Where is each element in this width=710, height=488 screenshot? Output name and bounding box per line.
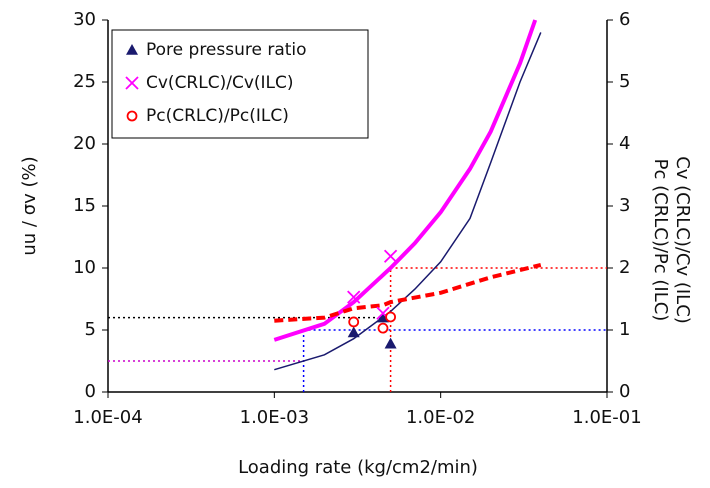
fit-line — [274, 32, 542, 371]
y2-tick-label: 3 — [619, 195, 630, 216]
legend-marker — [125, 76, 139, 90]
legend-label: Pc(CRLC)/Pc(ILC) — [146, 106, 289, 126]
marker — [347, 326, 360, 338]
y2-tick-label: 4 — [619, 133, 630, 154]
legend-label: Pore pressure ratio — [146, 40, 307, 60]
y-axis-label: uu / σv (%) — [19, 156, 40, 255]
y-tick-label: 5 — [85, 319, 96, 340]
legend-box — [111, 29, 369, 139]
marker — [347, 290, 361, 304]
x-tick-label: 1.0E-04 — [73, 407, 142, 428]
marker — [384, 337, 397, 349]
y2-axis-label: Pc (CRLC)/Pc (ILC) — [650, 159, 671, 322]
fit-line — [274, 262, 542, 323]
y2-tick-label: 6 — [619, 9, 630, 30]
legend-marker — [126, 44, 138, 55]
y2-tick-label: 1 — [619, 319, 630, 340]
legend-marker — [126, 110, 138, 122]
marker — [348, 316, 360, 328]
y-tick-label: 10 — [73, 257, 96, 278]
fit-line — [273, 19, 538, 342]
marker — [385, 311, 396, 323]
y2-tick-label: 0 — [619, 381, 630, 402]
y2-tick-label: 2 — [619, 257, 630, 278]
legend-label: Cv(CRLC)/Cv(ILC) — [146, 73, 294, 93]
y2-axis-label: Cv (CRLC)/Cv (ILC) — [672, 156, 693, 324]
x-tick-label: 1.0E-02 — [406, 407, 475, 428]
marker — [383, 249, 398, 263]
y-tick-label: 30 — [73, 9, 96, 30]
marker — [377, 322, 389, 334]
x-axis-label: Loading rate (kg/cm2/min) — [238, 457, 478, 478]
y-tick-label: 0 — [85, 381, 96, 402]
y-tick-label: 20 — [73, 133, 96, 154]
y-tick-label: 15 — [73, 195, 96, 216]
y2-tick-label: 5 — [619, 71, 630, 92]
x-tick-label: 1.0E-03 — [240, 407, 309, 428]
legend: Pore pressure ratio Cv(CRLC)/Cv(ILC) Pc(CR… — [111, 29, 369, 139]
y-tick-label: 25 — [73, 71, 96, 92]
x-tick-label: 1.0E-01 — [572, 407, 641, 428]
